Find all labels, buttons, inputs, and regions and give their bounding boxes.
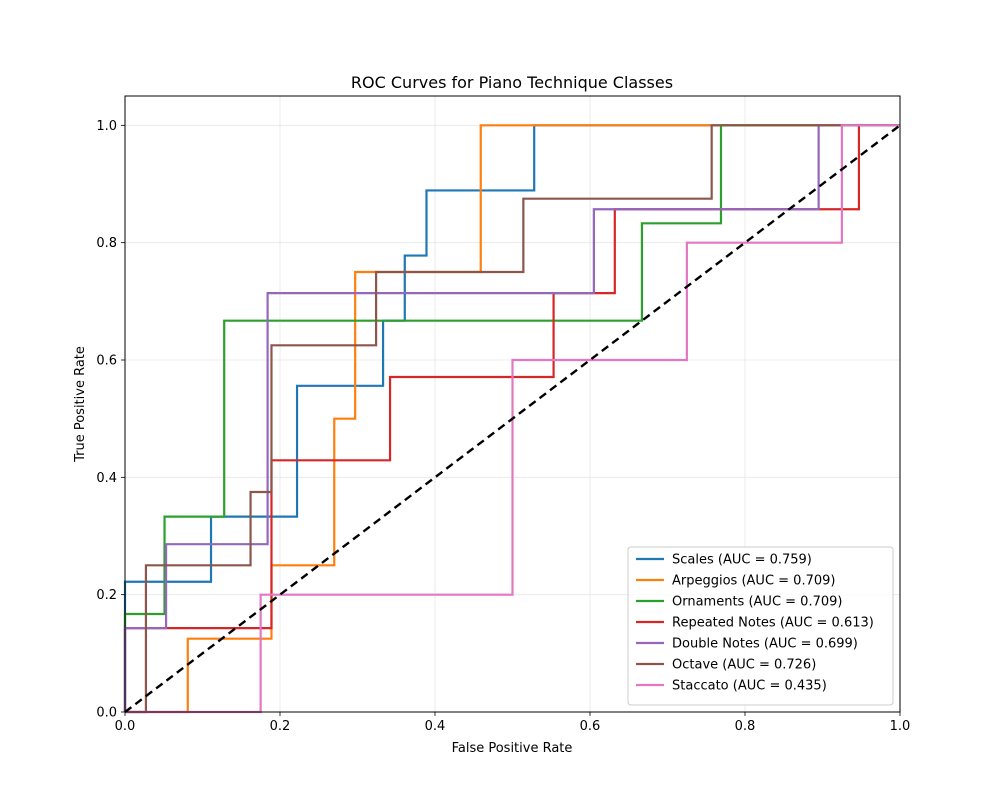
y-tick-label: 0.0 <box>96 706 117 721</box>
legend-label-ornaments: Ornaments (AUC = 0.709) <box>672 595 842 610</box>
legend-label-double-notes: Double Notes (AUC = 0.699) <box>672 637 858 652</box>
legend-label-repeated-notes: Repeated Notes (AUC = 0.613) <box>672 616 874 631</box>
x-tick-label: 0.4 <box>425 719 446 734</box>
y-tick-label: 1.0 <box>96 119 117 134</box>
roc-curve-repeated-notes <box>123 124 900 712</box>
legend-label-scales: Scales (AUC = 0.759) <box>672 553 812 568</box>
roc-curve-arpeggios <box>125 124 900 714</box>
y-tick-label: 0.4 <box>96 471 117 486</box>
chart-title: ROC Curves for Piano Technique Classes <box>351 73 673 92</box>
y-tick-label: 0.6 <box>96 354 117 369</box>
y-tick-label: 0.2 <box>96 588 117 603</box>
x-tick-label: 0.8 <box>735 719 756 734</box>
x-tick-label: 0.2 <box>270 719 291 734</box>
roc-curve-staccato <box>125 124 900 714</box>
x-tick-label: 0.6 <box>580 719 601 734</box>
y-axis-label: True Positive Rate <box>73 346 88 463</box>
legend-label-arpeggios: Arpeggios (AUC = 0.709) <box>672 574 835 589</box>
y-tick-label: 0.8 <box>96 236 117 251</box>
roc-curve-ornaments <box>123 124 900 712</box>
chance-diagonal-line <box>124 124 901 713</box>
plot-area-frame <box>124 95 901 713</box>
legend-label-staccato: Staccato (AUC = 0.435) <box>672 679 827 694</box>
x-tick-label: 1.0 <box>890 719 911 734</box>
roc-curve-double-notes <box>123 124 900 712</box>
legend-box <box>627 546 894 706</box>
legend-label-octave: Octave (AUC = 0.726) <box>672 658 816 673</box>
x-tick-label: 0.0 <box>115 719 136 734</box>
x-axis-label: False Positive Rate <box>452 741 573 756</box>
axis-ticks: 0.0 0.2 0.4 0.6 0.8 1.0 0.0 0.2 0.4 0.6 0.8 1.0 <box>96 119 910 734</box>
roc-curve-octave <box>125 124 900 714</box>
roc-curves <box>123 124 901 714</box>
legend: Scales (AUC = 0.759) Arpeggios (AUC = 0.7… <box>627 546 894 706</box>
